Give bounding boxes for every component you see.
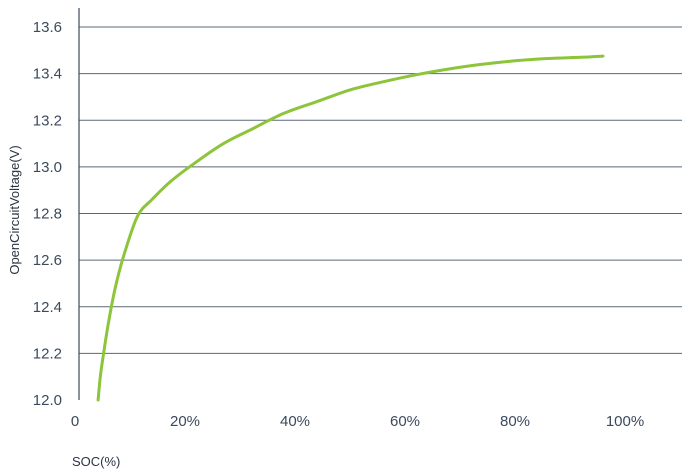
x-tick-labels: 0 20% 40% 60% 80% 100% [71,413,644,430]
y-axis-label: OpenCircuitVoltage(V) [7,145,22,274]
series-layer [98,56,603,400]
x-axis-label: SOC(%) [72,454,120,469]
y-tick-label: 13.6 [33,19,62,36]
y-tick-label: 12.2 [33,345,62,362]
x-tick-label: 0 [71,413,79,430]
x-tick-label: 100% [606,413,644,430]
y-tick-labels: 12.0 12.2 12.4 12.6 12.8 13.0 13.2 13.4 13.6 [33,19,62,409]
y-tick-label: 13.2 [33,112,62,129]
grid-lines [79,27,682,353]
y-tick-label: 12.4 [33,299,62,316]
y-tick-label: 12.8 [33,206,62,223]
x-tick-label: 40% [280,413,310,430]
y-tick-label: 13.0 [33,159,62,176]
x-tick-label: 20% [170,413,200,430]
series-line [98,56,603,400]
y-tick-label: 12.0 [33,392,62,409]
y-tick-label: 12.6 [33,252,62,269]
y-tick-label: 13.4 [33,66,62,83]
x-tick-label: 60% [390,413,420,430]
x-tick-label: 80% [500,413,530,430]
